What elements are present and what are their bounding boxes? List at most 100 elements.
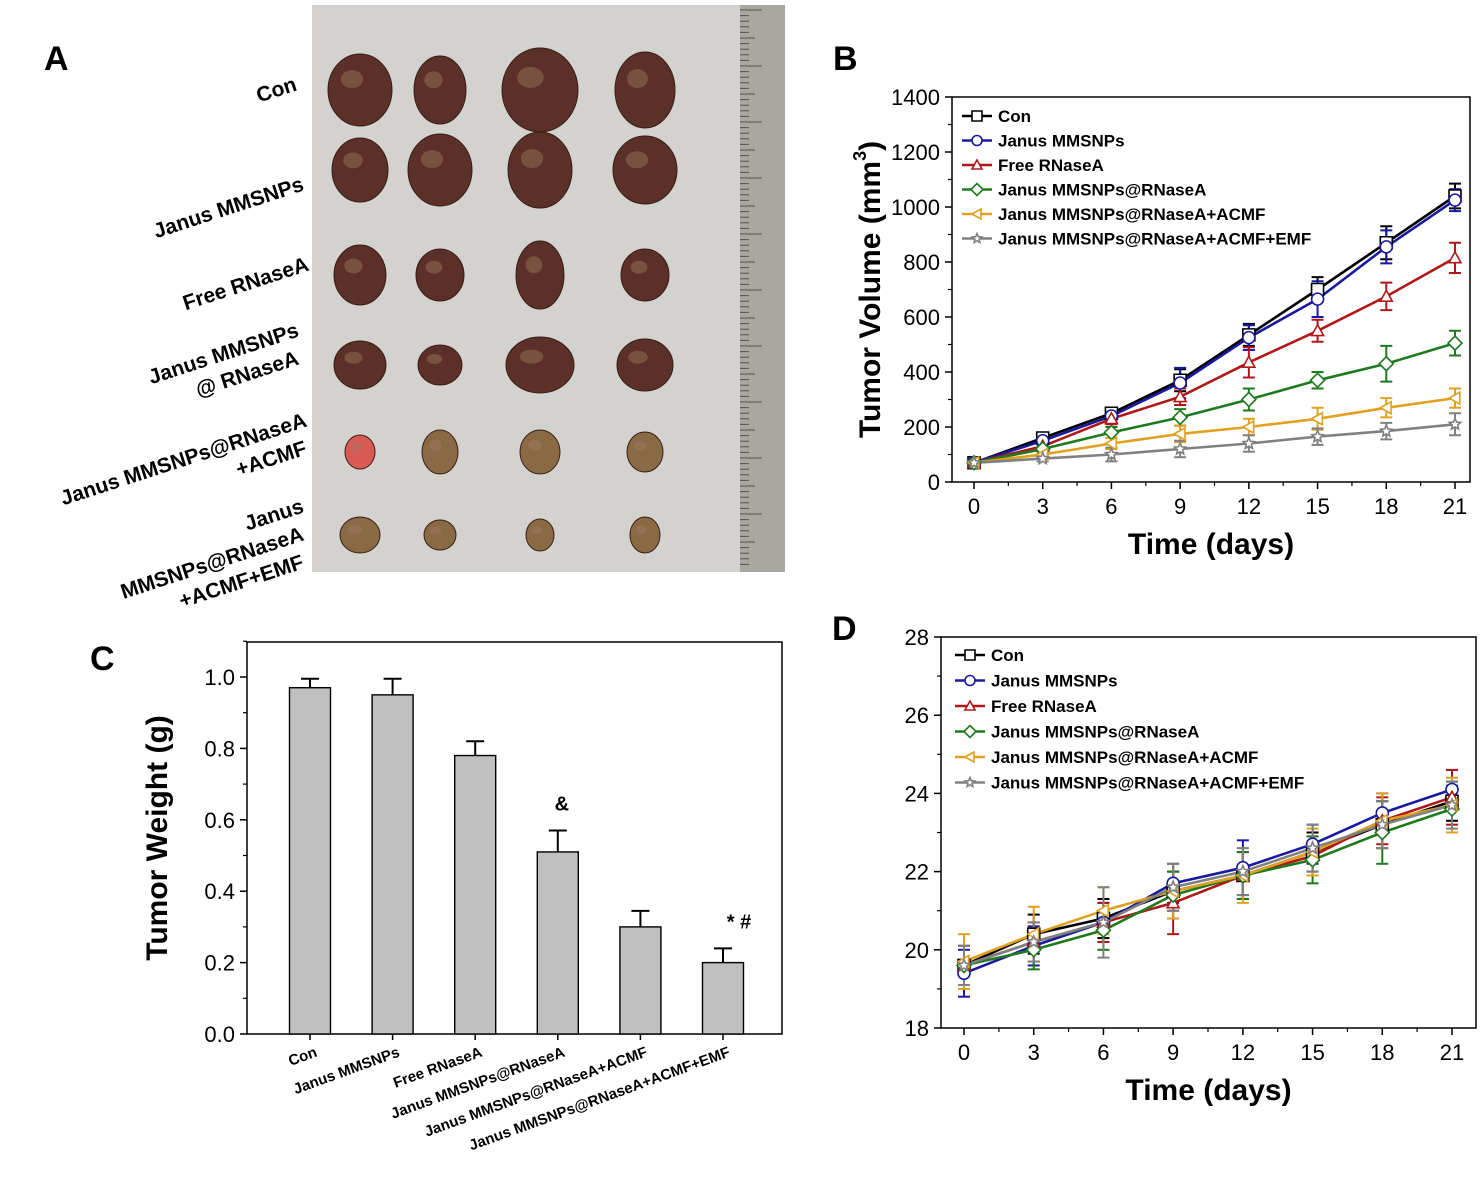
- triangle-marker: [1310, 323, 1325, 337]
- legend: Con Janus MMSNPs Free RNaseA Janus MMSNPs@R…: [962, 107, 1311, 249]
- left-triangle-marker: [1309, 411, 1324, 427]
- series-line: [973, 341, 1456, 465]
- tumor-highlight: [340, 70, 364, 89]
- legend-label: Janus MMSNPs@RNaseA+ACMF+EMF: [991, 774, 1304, 793]
- tumor-sample: [616, 338, 674, 392]
- y-tick-label: 0.6: [204, 808, 235, 833]
- plot-frame: [951, 96, 1471, 483]
- tumor-sample: [327, 53, 393, 127]
- circle-marker: [1310, 292, 1325, 306]
- left-triangle-marker: [1241, 419, 1255, 435]
- tumor-sample: [525, 518, 555, 552]
- star-marker: [1103, 446, 1120, 462]
- star-marker: [970, 231, 984, 245]
- y-tick-label: 0.0: [204, 1022, 235, 1047]
- y-tick-label: 28: [905, 625, 929, 650]
- tumor-highlight: [430, 526, 442, 535]
- y-tick-label: 0.2: [204, 951, 235, 976]
- tumor-sample: [620, 248, 670, 302]
- series-line: [973, 423, 1456, 465]
- triangle-marker: [1447, 250, 1463, 264]
- x-tick-label: 21: [1440, 1040, 1464, 1065]
- series-line: [963, 803, 1453, 967]
- series-line: [973, 256, 1456, 465]
- diamond-marker: [1446, 334, 1464, 352]
- circle-marker: [964, 674, 976, 687]
- left-triangle-marker: [1447, 390, 1461, 406]
- y-tick-label: 22: [905, 860, 929, 885]
- x-tick-label: 3: [1028, 1040, 1040, 1065]
- tumor-highlight: [429, 439, 442, 451]
- tumor-photo: [312, 5, 785, 572]
- x-tick-label: 6: [1097, 1040, 1109, 1065]
- legend-label: Janus MMSNPs@RNaseA+ACMF: [991, 748, 1258, 767]
- x-axis-title: Time (days): [1128, 528, 1294, 561]
- plot-frame: [246, 641, 783, 1035]
- y-tick-label: 0.4: [204, 879, 235, 904]
- circle-marker: [1448, 193, 1462, 207]
- tumor-sample: [629, 516, 661, 554]
- star-marker: [1172, 440, 1188, 456]
- diamond-marker: [1172, 409, 1189, 426]
- tumor-sample: [626, 431, 664, 473]
- star-marker: [1095, 914, 1112, 930]
- triangle-marker: [970, 158, 984, 170]
- star-marker: [1026, 933, 1042, 949]
- tumor-sample: [344, 434, 376, 470]
- ruler: [740, 5, 785, 572]
- star-marker: [1309, 428, 1326, 444]
- diamond-marker: [1378, 355, 1395, 372]
- tumor-highlight: [517, 66, 544, 88]
- legend-label: Free RNaseA: [991, 697, 1097, 716]
- y-tick-label: 400: [903, 360, 940, 385]
- tumor-highlight: [636, 525, 647, 535]
- tumor-highlight: [348, 525, 362, 535]
- y-tick-label: 0: [928, 470, 940, 495]
- x-axis-title: Time (days): [1125, 1074, 1291, 1107]
- y-axis-title-text: Tumor Volume (mm: [854, 161, 887, 438]
- panel-label-a: A: [44, 40, 69, 78]
- triangle-marker: [963, 699, 977, 711]
- tumor-highlight: [424, 71, 443, 89]
- star-marker: [1235, 863, 1251, 879]
- tumor-highlight: [425, 260, 443, 274]
- y-tick-label: 20: [905, 938, 929, 963]
- tumor-highlight: [528, 439, 542, 451]
- square-marker: [964, 649, 976, 661]
- y-tick-label: 0.8: [204, 736, 235, 761]
- tumor-sample: [331, 137, 389, 203]
- diamond-marker: [969, 182, 985, 197]
- tumor-sample: [417, 344, 463, 386]
- tumor-highlight: [344, 258, 363, 274]
- left-triangle-marker: [1095, 903, 1110, 919]
- square-marker: [1310, 282, 1325, 297]
- square-marker: [971, 110, 983, 122]
- star-marker: [1447, 416, 1463, 431]
- tumor-sample: [423, 519, 457, 551]
- tumor-sample: [413, 55, 467, 125]
- tumor-highlight: [627, 69, 648, 89]
- circle-marker: [1379, 240, 1394, 254]
- y-tick-label: 26: [905, 703, 929, 728]
- series-line: [973, 199, 1456, 465]
- tumor-sample: [339, 516, 381, 554]
- tumor-highlight: [531, 526, 542, 535]
- triangle-marker: [1378, 288, 1394, 302]
- series-line: [973, 396, 1456, 465]
- x-tick-label: 12: [1237, 494, 1261, 519]
- tumor-highlight: [630, 260, 648, 274]
- y-tick-label: 18: [905, 1016, 929, 1041]
- legend-label: Janus MMSNPs@RNaseA: [991, 723, 1199, 742]
- y-tick-label: 1.0: [204, 665, 235, 690]
- triangle-marker: [1104, 411, 1119, 425]
- tumor-sample: [407, 133, 473, 207]
- x-tick-label: Con: [286, 1044, 319, 1070]
- diamond-marker: [1309, 372, 1326, 389]
- tumor-sample: [519, 429, 561, 475]
- tumor-volume-chart: 0 200 400 600 800 1000 1200 1400 0 3 6 9 12 15 18 21 Tim…: [850, 85, 1471, 561]
- panel-label-b: B: [833, 40, 858, 78]
- series-line: [963, 788, 1453, 975]
